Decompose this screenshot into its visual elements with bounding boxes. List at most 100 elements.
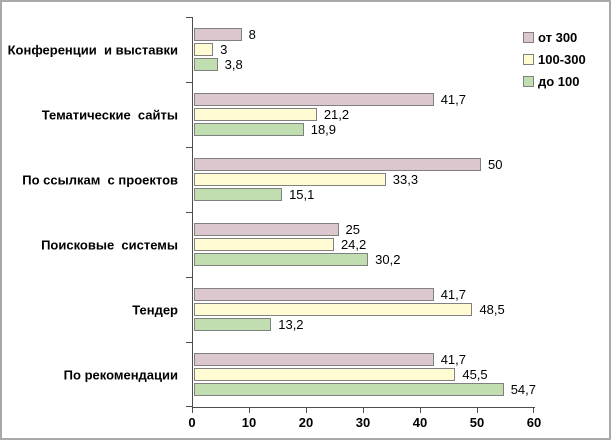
bar-row: 13,2 [194, 317, 536, 332]
bar-row: 45,5 [194, 367, 536, 382]
bar-ot300 [194, 158, 481, 171]
bar-value-label: 50 [488, 157, 503, 172]
bar-ot300 [194, 353, 434, 366]
category-label: Конференции и выставки [7, 42, 178, 57]
y-axis-tick [186, 212, 193, 213]
y-axis-tick [186, 17, 193, 18]
bar-ot300 [194, 288, 434, 301]
bar-ot300 [194, 223, 339, 236]
y-axis-tick [186, 147, 193, 148]
bar-value-label: 41,7 [440, 352, 466, 367]
y-axis-tick [186, 82, 193, 83]
bar-100-300 [194, 368, 456, 381]
bar-group: 25 24,2 30,2 [194, 212, 536, 277]
legend-item: 100-300 [523, 48, 586, 70]
bar-value-label: 13,2 [278, 317, 304, 332]
bar-value-label: 54,7 [510, 382, 536, 397]
bar-ot300 [194, 28, 242, 41]
category-label: По рекомендации [63, 367, 178, 382]
category-label: Поисковые системы [41, 237, 178, 252]
x-axis: 0 10 20 30 40 50 60 [188, 408, 541, 438]
bar-row: 33,3 [194, 172, 536, 187]
bar-100-300 [194, 173, 386, 186]
legend-item: до 100 [523, 70, 586, 92]
x-axis-tick-label: 30 [355, 415, 371, 430]
y-axis-tick [186, 342, 193, 343]
x-axis-tick-label: 60 [526, 415, 542, 430]
legend-swatch-icon [523, 31, 534, 43]
plot-area: 8 3 3,8 41,7 21,2 18,9 50 33,3 15,1 25 24,2 30,2 41,… [186, 17, 536, 408]
y-axis-tick [186, 277, 193, 278]
bar-row: 41,7 [194, 352, 536, 367]
y-axis-tick [186, 406, 193, 407]
bar-value-label: 3,8 [224, 57, 243, 72]
bar-value-label: 21,2 [323, 107, 350, 122]
legend-label: от 300 [538, 29, 578, 45]
bar-do100 [194, 188, 283, 201]
x-axis-tick [363, 408, 364, 413]
bar-row: 8 [194, 27, 536, 42]
bar-row: 41,7 [194, 92, 536, 107]
x-axis-tick [306, 408, 307, 413]
bar-row: 48,5 [194, 302, 536, 317]
bar-value-label: 30,2 [375, 252, 401, 267]
bar-do100 [194, 123, 304, 136]
bar-group: 50 33,3 15,1 [194, 147, 536, 212]
bar-value-label: 33,3 [392, 172, 419, 187]
bar-value-label: 41,7 [440, 287, 466, 302]
bar-value-label: 18,9 [310, 122, 337, 137]
bar-do100 [194, 383, 504, 396]
legend-label: до 100 [538, 73, 580, 89]
x-axis-tick-label: 40 [412, 415, 428, 430]
bar-row: 3,8 [194, 57, 536, 72]
x-axis-tick [192, 408, 193, 413]
category-label: Тематические сайты [41, 107, 178, 122]
x-axis-tick [420, 408, 421, 413]
x-axis-tick-label: 20 [298, 415, 314, 430]
category-label: Тендер [132, 302, 178, 317]
x-axis-tick-label: 0 [188, 415, 196, 430]
bar-row: 25 [194, 222, 536, 237]
legend-label: 100-300 [538, 51, 586, 67]
bar-row: 54,7 [194, 382, 536, 397]
bar-value-label: 24,2 [340, 237, 367, 252]
legend: от 300 100-300 до 100 [523, 26, 586, 92]
bar-row: 21,2 [194, 107, 536, 122]
legend-swatch-icon [523, 75, 534, 87]
x-axis-tick-label: 50 [469, 415, 485, 430]
bar-value-label: 45,5 [462, 367, 488, 382]
legend-item: от 300 [523, 26, 586, 48]
bar-value-label: 25 [345, 222, 360, 237]
bar-100-300 [194, 108, 317, 121]
bar-do100 [194, 58, 218, 71]
bar-row: 3 [194, 42, 536, 57]
bar-value-label: 8 [248, 27, 256, 42]
bar-group: 41,7 21,2 18,9 [194, 82, 536, 147]
bar-100-300 [194, 303, 473, 316]
bar-row: 41,7 [194, 287, 536, 302]
x-axis-tick-label: 10 [241, 415, 257, 430]
bar-row: 15,1 [194, 187, 536, 202]
bar-ot300 [194, 93, 434, 106]
bar-value-label: 41,7 [440, 92, 466, 107]
x-axis-tick [477, 408, 478, 413]
bar-value-label: 48,5 [479, 302, 505, 317]
x-axis-tick [249, 408, 250, 413]
bar-100-300 [194, 238, 334, 251]
bar-value-label: 15,1 [289, 187, 315, 202]
legend-swatch-icon [523, 53, 534, 65]
bar-group: 41,7 48,5 13,2 [194, 277, 536, 342]
bar-do100 [194, 318, 272, 331]
x-axis-tick [533, 408, 534, 413]
bar-group: 41,7 45,5 54,7 [194, 342, 536, 407]
category-label: По ссылкам с проектов [22, 172, 178, 187]
bar-row: 30,2 [194, 252, 536, 267]
bar-row: 50 [194, 157, 536, 172]
bar-100-300 [194, 43, 214, 56]
bar-do100 [194, 253, 369, 266]
bar-group: 8 3 3,8 [194, 17, 536, 82]
category-axis-labels: Конференции и выставки Тематические сайты… [2, 17, 184, 407]
bar-value-label: 3 [220, 42, 228, 57]
bar-row: 24,2 [194, 237, 536, 252]
